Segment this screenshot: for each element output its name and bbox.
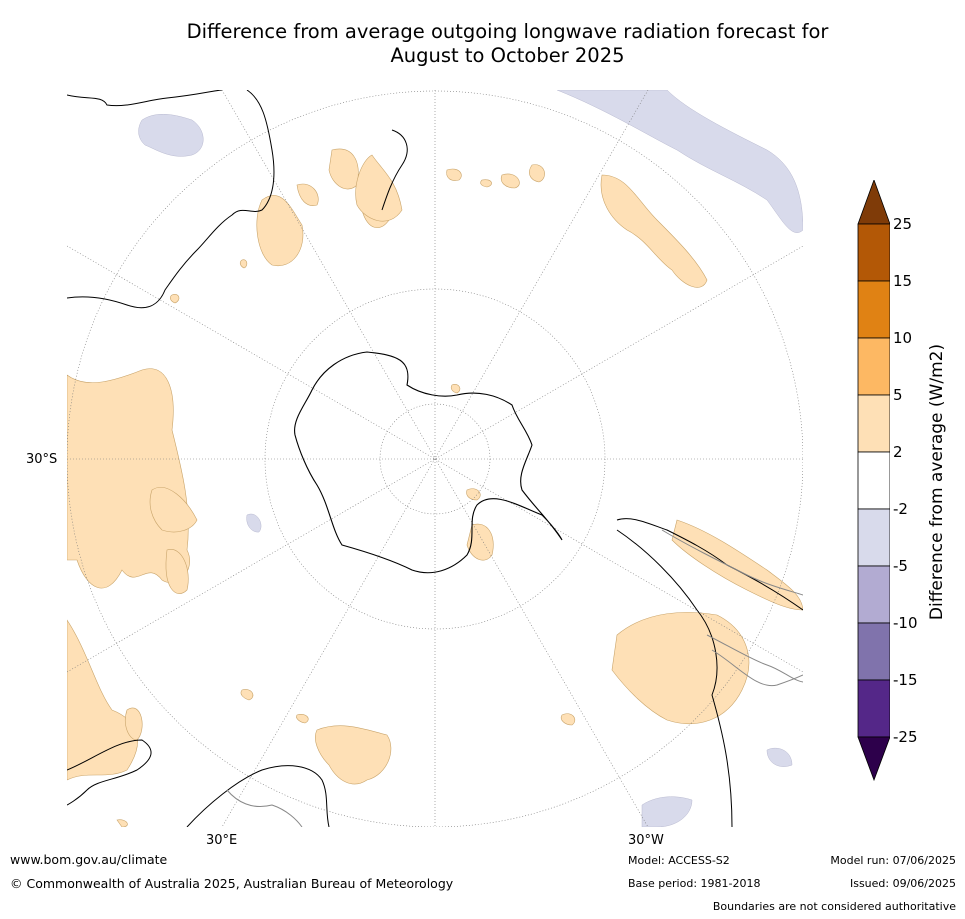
colorbar-bin-10-15 <box>857 280 891 339</box>
colorbar-label: Difference from average (W/m2) <box>927 343 947 621</box>
colorbar-tick: -15 <box>893 671 918 689</box>
negative-anomaly-regions <box>138 90 803 827</box>
colorbar-tick: 25 <box>893 215 913 233</box>
boundary-lines <box>226 529 803 827</box>
colorbar-tick: 15 <box>893 272 913 290</box>
colorbar <box>850 178 891 788</box>
colorbar-tick: -10 <box>893 614 918 632</box>
title-line-1: Difference from average outgoing longwav… <box>186 20 829 43</box>
colorbar-bin-neg2-neg5 <box>857 508 891 567</box>
model-run-text: Model run: 07/06/2025 <box>830 854 956 867</box>
title-line-2: August to October 2025 <box>390 44 625 67</box>
colorbar-tick: -5 <box>893 557 908 575</box>
colorbar-bin-5-10 <box>857 337 891 396</box>
colorbar-bin-neg5-neg10 <box>857 565 891 624</box>
colorbar-tick: 10 <box>893 329 913 347</box>
lat-label-30s: 30°S <box>26 452 58 467</box>
disclaimer-text: Boundaries are not considered authoritat… <box>712 900 956 913</box>
graticule <box>67 90 803 827</box>
website-link[interactable]: www.bom.gov.au/climate <box>10 852 168 867</box>
lon-label-30e: 30°E <box>206 833 238 848</box>
lon-label-30w: 30°W <box>628 833 664 848</box>
colorbar-bottom-extend <box>857 736 891 782</box>
continent-coastlines <box>67 90 803 827</box>
colorbar-tick: -25 <box>893 728 918 746</box>
polar-map <box>67 90 803 827</box>
colorbar-tick: 5 <box>893 386 903 404</box>
colorbar-bin-2-5 <box>857 394 891 453</box>
model-text: Model: ACCESS-S2 <box>628 854 730 867</box>
antarctica-coastline <box>294 351 563 574</box>
colorbar-tick: -2 <box>893 500 908 518</box>
positive-anomaly-regions <box>67 148 803 827</box>
colorbar-tick: 2 <box>893 443 903 461</box>
colorbar-svg <box>857 178 891 782</box>
map-title: Difference from average outgoing longwav… <box>0 20 965 68</box>
colorbar-bin-15-25 <box>857 223 891 282</box>
copyright-text: © Commonwealth of Australia 2025, Austra… <box>10 876 454 891</box>
map-svg <box>67 90 803 827</box>
colorbar-bin-neg15-neg25 <box>857 679 891 738</box>
colorbar-top-extend <box>857 178 891 225</box>
issued-text: Issued: 09/06/2025 <box>849 877 956 890</box>
colorbar-bin-neg10-neg15 <box>857 622 891 681</box>
colorbar-bin-neutral <box>857 451 891 510</box>
base-period-text: Base period: 1981-2018 <box>628 877 761 890</box>
